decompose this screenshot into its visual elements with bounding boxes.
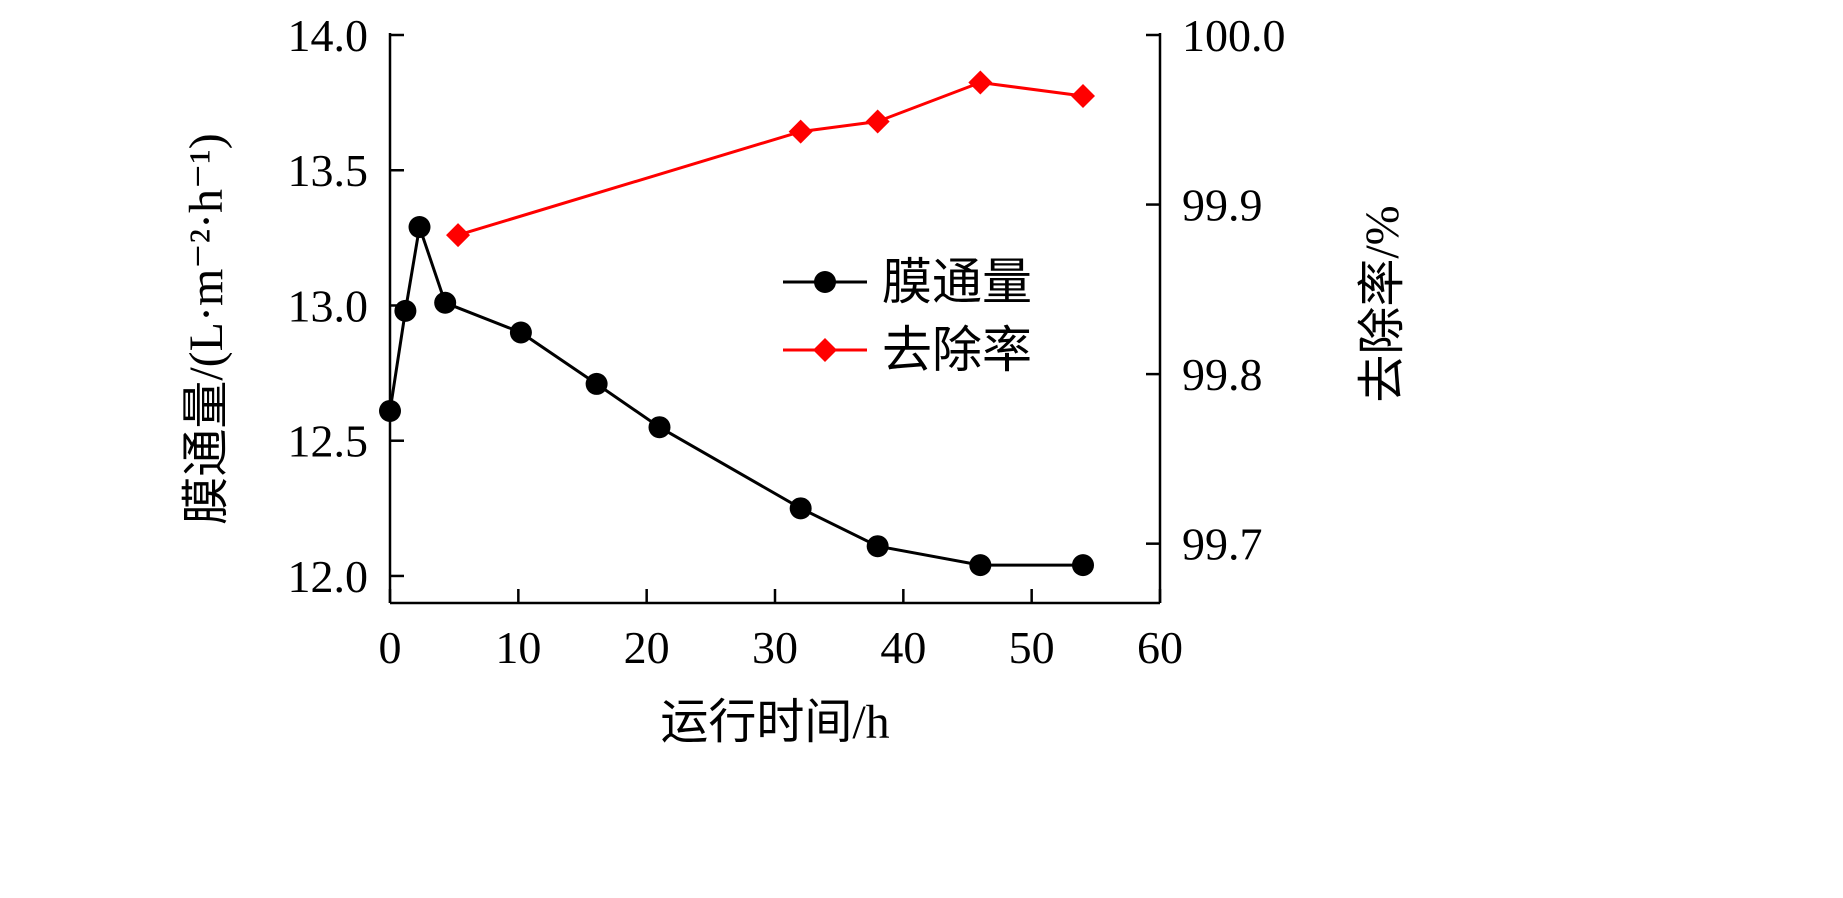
- membrane-flux-point: [585, 372, 608, 395]
- membrane-flux-point: [866, 535, 889, 558]
- left-y-tick-label: 12.5: [288, 416, 369, 467]
- membrane-flux-point: [969, 554, 992, 577]
- membrane-flux-point: [1072, 554, 1094, 577]
- membrane-flux-point: [509, 321, 532, 344]
- membrane-flux-point: [648, 416, 671, 439]
- x-tick-label: 60: [1137, 622, 1183, 673]
- removal-rate-point: [865, 109, 890, 134]
- x-axis-title: 运行时间/h: [660, 696, 889, 749]
- axes: [388, 33, 1162, 605]
- x-tick-label: 0: [379, 622, 402, 673]
- series-layer: [379, 70, 1095, 577]
- legend-marker-membrane-flux: [814, 271, 836, 293]
- left-y-axis-title: 膜通量/(L·m⁻²·h⁻¹): [180, 133, 233, 524]
- x-tick-label: 40: [880, 622, 926, 673]
- removal-rate-point: [446, 223, 471, 248]
- removal-rate-line: [457, 80, 1084, 237]
- removal-rate-point: [968, 70, 993, 95]
- left-y-tick-label: 12.0: [288, 551, 369, 602]
- membrane-flux-point: [408, 216, 431, 239]
- membrane-flux-point: [394, 299, 417, 322]
- removal-rate-point: [788, 119, 813, 144]
- right-y-tick-label: 99.7: [1182, 519, 1263, 570]
- right-y-tick-label: 99.9: [1182, 180, 1263, 231]
- membrane-flux-point: [379, 399, 401, 422]
- left-y-tick-label: 14.0: [288, 10, 369, 61]
- left-y-tick-label: 13.0: [288, 280, 369, 331]
- legend-marker-removal-rate: [813, 338, 837, 362]
- left-y-tick-label: 13.5: [288, 145, 369, 196]
- x-tick-label: 50: [1009, 622, 1055, 673]
- ticks: 0 10 20 30 40 50 60 12.0 12.5 13.0 13.5 14.0 99.7 99.…: [288, 10, 1286, 673]
- x-tick-label: 30: [752, 622, 798, 673]
- legend-label-removal-rate: 去除率: [882, 322, 1032, 378]
- removal-rate-point: [1071, 84, 1095, 109]
- right-y-tick-label: 100.0: [1182, 10, 1286, 61]
- right-y-axis-title: 去除率/%: [1356, 205, 1409, 402]
- membrane-flux-point: [434, 291, 457, 314]
- right-y-tick-label: 99.8: [1182, 349, 1263, 400]
- x-tick-label: 20: [624, 622, 670, 673]
- x-tick-label: 10: [495, 622, 541, 673]
- legend-label-membrane-flux: 膜通量: [882, 254, 1032, 310]
- membrane-flux-point: [789, 497, 812, 520]
